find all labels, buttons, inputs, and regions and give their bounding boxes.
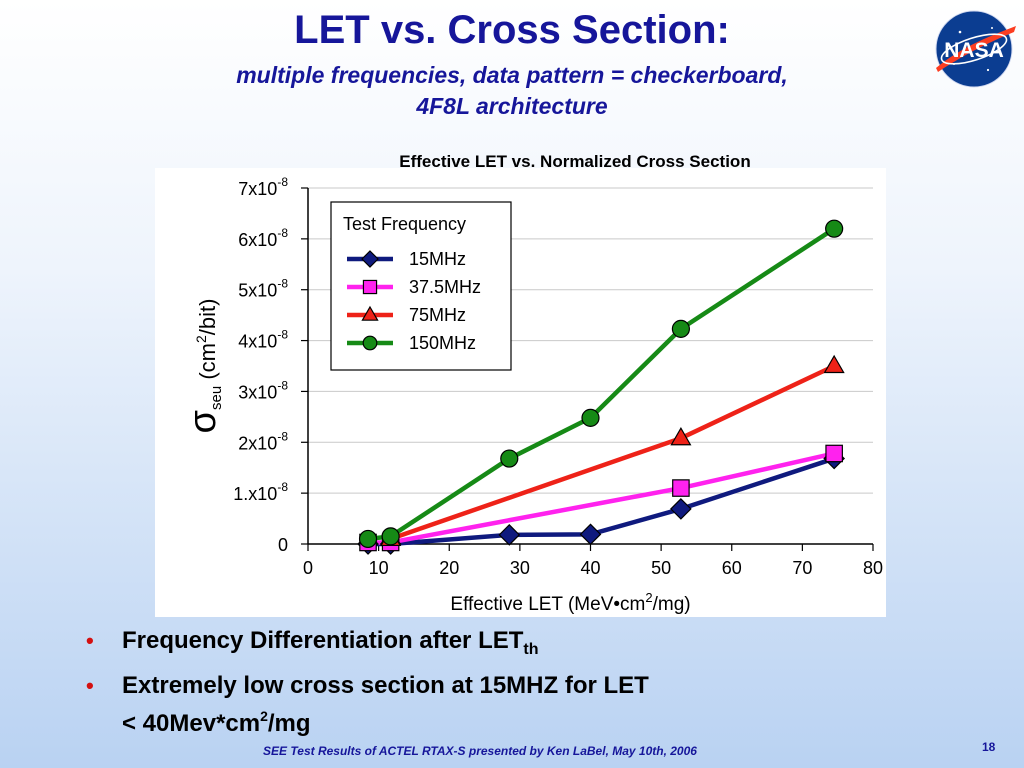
y-tick-label: 0: [278, 535, 288, 555]
data-point-150mhz: [500, 449, 519, 468]
x-tick-label: 60: [722, 558, 742, 578]
subtitle-line-1: multiple frequencies, data pattern = che…: [236, 62, 788, 88]
legend-marker-15mhz: [361, 250, 379, 268]
y-tick-label: 7x10-8: [238, 175, 288, 199]
bullet-text-line-1: Extremely low cross section at 15MHZ for…: [122, 672, 649, 699]
y-tick-label-base: 7x10: [238, 179, 277, 199]
y-tick-label-base: 6x10: [238, 230, 277, 250]
bullet-marker: •: [86, 628, 94, 653]
slide-subtitle: multiple frequencies, data pattern = che…: [140, 60, 884, 122]
data-point-150mhz: [358, 529, 378, 549]
legend-marker-150mhz: [362, 335, 378, 351]
x-tick-label: 30: [510, 558, 530, 578]
y-axis-label-unit: /bit): [195, 299, 220, 336]
y-tick-label-exponent: -8: [277, 175, 288, 189]
slide-title: LET vs. Cross Section:: [294, 8, 730, 52]
legend-label-75mhz: 75MHz: [409, 305, 466, 325]
cross-section-chart: 0 10 20 30 40 50 60 70 8001.x10-82x10-83x10-84x1…: [182, 175, 883, 615]
bullet-line-2-text: < 40Mev*cm: [122, 710, 261, 737]
bullet-marker: •: [86, 673, 94, 698]
y-axis-label: σseu (cm2/bit): [182, 299, 225, 434]
plot-panel: 0 10 20 30 40 50 60 70 80 0 1.x10-8 2x10-8 3x10-8 4x1…: [155, 168, 886, 617]
y-tick-label-base: 0: [278, 535, 288, 555]
bullet-list: • Frequency Differentiation after LETth …: [86, 626, 946, 745]
x-tick-label: 80: [863, 558, 883, 578]
data-point-150mhz: [825, 219, 844, 238]
x-tick-label: 40: [580, 558, 600, 578]
y-tick-label: 1.x10-8: [233, 480, 288, 504]
x-tick-label: 50: [651, 558, 671, 578]
data-point-75mhz: [823, 354, 845, 374]
legend-label-150mhz: 150MHz: [409, 333, 476, 353]
x-axis-label-unit: /mg): [653, 594, 691, 615]
y-tick-label: 5x10-8: [238, 277, 288, 301]
footer-text: SEE Test Results of ACTEL RTAX-S present…: [263, 744, 697, 758]
data-point-150mhz: [581, 408, 600, 427]
bullet-text: Frequency Differentiation after LET: [122, 627, 524, 654]
data-point-150mhz: [671, 319, 691, 338]
y-axis-label-text: (cm: [195, 343, 220, 386]
y-axis-label-sigma: σ: [182, 410, 224, 433]
y-tick-label-base: 1.x10: [233, 484, 277, 504]
y-tick-label-exponent: -8: [277, 226, 288, 240]
y-tick-label: 2x10-8: [238, 429, 288, 453]
data-point-15mhz: [579, 523, 602, 546]
nasa-logo-text: NASA: [944, 39, 1004, 62]
x-axis-label-superscript: 2: [645, 590, 652, 605]
bullet-line-2-unit: /mg: [267, 710, 311, 737]
y-axis-label-subscript: seu: [208, 386, 225, 410]
y-tick-label-base: 3x10: [238, 382, 277, 402]
page-number: 18: [982, 740, 996, 754]
y-tick-label-base: 5x10: [238, 281, 277, 301]
legend-label-37-5mhz: 37.5MHz: [409, 277, 481, 297]
data-point-75mhz: [670, 427, 692, 446]
bullet-item: • Extremely low cross section at 15MHZ f…: [86, 671, 946, 739]
y-tick-label: 4x10-8: [238, 328, 288, 352]
nasa-logo: NASA: [935, 10, 1016, 88]
subtitle-line-2: 4F8L architecture: [416, 93, 608, 119]
y-tick-label-exponent: -8: [277, 378, 288, 392]
data-point-37-5mhz: [672, 479, 690, 497]
x-tick-label: 10: [369, 558, 389, 578]
series-line-75mhz: [389, 363, 836, 542]
x-tick-label: 70: [792, 558, 812, 578]
x-tick-label: 20: [439, 558, 459, 578]
legend-title: Test Frequency: [343, 214, 466, 234]
bullet-text-line-2: < 40Mev*cm2/mg: [122, 701, 946, 739]
y-tick-label-base: 4x10: [238, 332, 277, 352]
legend-label-15mhz: 15MHz: [409, 249, 466, 269]
y-tick-label-exponent: -8: [277, 429, 288, 443]
x-axis-label: Effective LET (MeV•cm2/mg): [450, 590, 690, 615]
y-tick-label-base: 2x10: [238, 433, 277, 453]
y-tick-label: 6x10-8: [238, 226, 288, 250]
x-axis-label-text: Effective LET (MeV•cm: [450, 594, 645, 615]
data-point-15mhz: [670, 498, 692, 520]
data-point-37-5mhz: [825, 444, 843, 463]
y-tick-label-exponent: -8: [277, 328, 288, 342]
series-line-37-5mhz: [368, 451, 835, 545]
x-tick-label: 0: [303, 558, 313, 578]
y-tick-label-exponent: -8: [277, 480, 288, 494]
legend-marker-37-5mhz: [362, 279, 378, 295]
legend-marker-75mhz: [361, 305, 379, 321]
chart-title: Effective LET vs. Normalized Cross Secti…: [399, 152, 751, 171]
y-tick-label: 3x10-8: [238, 378, 288, 402]
bullet-superscript: 2: [260, 708, 268, 724]
y-axis-label-superscript: 2: [193, 335, 209, 343]
data-point-150mhz: [381, 527, 400, 546]
bullet-item: • Frequency Differentiation after LETth: [86, 626, 946, 665]
y-tick-label-exponent: -8: [277, 277, 288, 291]
bullet-subscript: th: [523, 641, 539, 658]
data-point-15mhz: [498, 523, 521, 546]
